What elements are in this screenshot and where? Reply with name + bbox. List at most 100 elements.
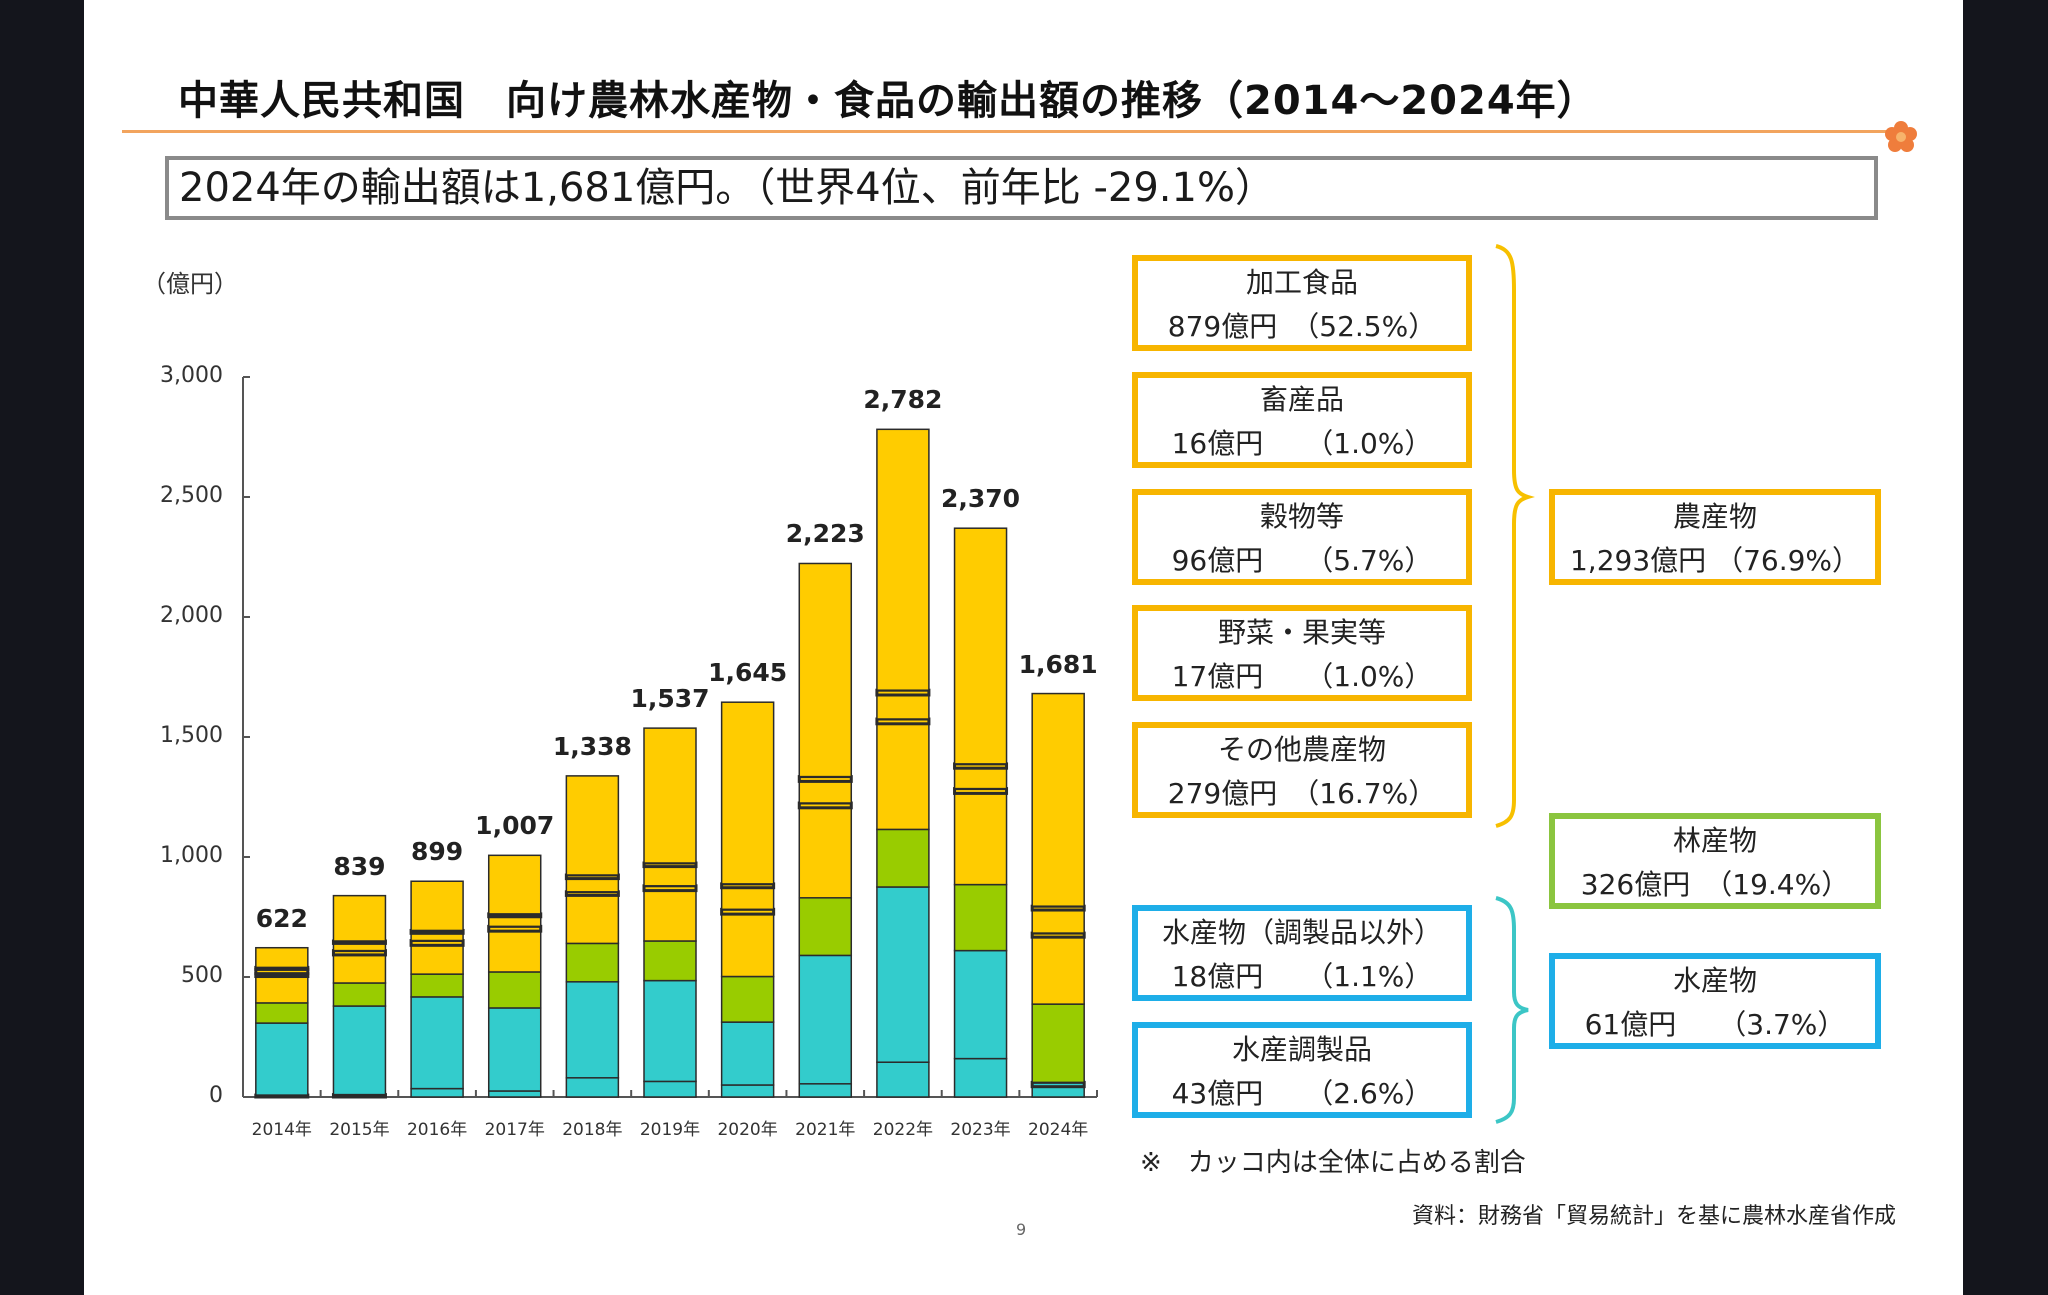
bar-segment — [410, 944, 464, 975]
x-tick-label: 2015年 — [329, 1120, 390, 1140]
box-fish-total: 水産物 61億円 （3.7%） — [1549, 953, 1881, 1049]
plum-blossom-icon — [1885, 121, 1917, 152]
box-share: （16.7%） — [1305, 777, 1437, 810]
box-value: 43億円 — [1171, 1077, 1264, 1110]
bar-segment — [953, 949, 1008, 1060]
box-share: （5.7%） — [1319, 544, 1433, 577]
page-number: 9 — [1016, 1220, 1027, 1239]
y-tick-label: 2,500 — [160, 483, 223, 508]
bar-segment — [487, 854, 542, 915]
bar-segment — [565, 981, 620, 1079]
x-tick-label: 2016年 — [406, 1120, 468, 1140]
box-value: 279億円 — [1167, 777, 1278, 810]
bar-segment — [720, 1021, 775, 1086]
x-tick-label: 2014年 — [251, 1120, 312, 1140]
slide — [84, 0, 1963, 1295]
source-credit: 資料：財務省「貿易統計」を基に農林水産省作成 — [1412, 1204, 1897, 1229]
y-tick-label: 1,500 — [160, 723, 223, 748]
x-tick-label: 2018年 — [562, 1120, 623, 1140]
y-tick-label: 0 — [209, 1083, 223, 1108]
bar-segment — [410, 996, 464, 1090]
bar-segment — [798, 954, 853, 1085]
bar-segment — [953, 1057, 1008, 1098]
bar-segment — [565, 942, 620, 983]
x-tick-label: 2017年 — [484, 1120, 545, 1140]
bar-total-label: 899 — [410, 837, 464, 867]
bar-segment — [643, 979, 697, 1083]
bar-total-label: 839 — [333, 851, 386, 881]
box-share: （1.0%） — [1319, 660, 1433, 693]
bar-segment — [953, 527, 1008, 765]
footnote: ※ カッコ内は全体に占める割合 — [1140, 1148, 1526, 1178]
box-share: （2.6%） — [1319, 1077, 1433, 1110]
box-value: 879億円 — [1167, 310, 1278, 343]
box-fish-non-prepared: 水産物（調製品以外） 18億円 （1.1%） — [1132, 905, 1472, 1001]
x-tick-label: 2020年 — [717, 1120, 778, 1140]
x-tick-label: 2021年 — [795, 1120, 856, 1140]
bar-segment — [643, 727, 697, 864]
bar-segment — [876, 723, 930, 831]
box-share: （1.0%） — [1319, 427, 1433, 460]
box-label: 農産物 — [1672, 500, 1757, 533]
bar-total-label: 1,645 — [708, 658, 788, 688]
y-tick-label: 1,000 — [160, 843, 223, 868]
bar-segment — [953, 792, 1008, 886]
bar-segment — [1031, 692, 1085, 907]
x-tick-label: 2022年 — [872, 1120, 934, 1140]
box-label: 畜産品 — [1259, 383, 1344, 416]
bar-segment — [876, 1061, 930, 1098]
box-share: （52.5%） — [1305, 310, 1437, 343]
bar-segment — [487, 930, 542, 973]
box-vegetables-fruits: 野菜・果実等 17億円 （1.0%） — [1132, 605, 1472, 701]
box-forest-total: 林産物 326億円 （19.4%） — [1549, 813, 1881, 909]
box-value: 18億円 — [1171, 960, 1264, 993]
y-tick-label: 2,000 — [160, 603, 223, 628]
bar-segment — [255, 975, 309, 1004]
bar-total-label: 1,338 — [552, 731, 632, 761]
bar-segment — [798, 807, 853, 899]
bar-segment — [255, 1022, 309, 1096]
bar-total-label: 1,681 — [1018, 649, 1098, 679]
y-axis-unit-label: （億円） — [142, 270, 238, 298]
bar-segment — [720, 701, 775, 885]
bar-segment — [332, 954, 387, 984]
bar-segment — [565, 775, 620, 876]
box-label: 林産物 — [1672, 824, 1757, 857]
box-value: 326億円 — [1580, 868, 1691, 901]
bar-segment — [1031, 1003, 1085, 1084]
bar-total-label: 1,537 — [630, 684, 710, 714]
box-livestock: 畜産品 16億円 （1.0%） — [1132, 372, 1472, 468]
bar-total-label: 2,370 — [940, 484, 1021, 514]
box-label: 加工食品 — [1245, 266, 1358, 299]
bar-total-label: 1,007 — [475, 811, 555, 841]
bar-segment — [720, 975, 775, 1023]
box-label: 水産物（調製品以外） — [1161, 916, 1442, 949]
x-tick-label: 2024年 — [1028, 1120, 1089, 1140]
slide-title: 中華人民共和国 向け農林水産物・食品の輸出額の推移（2014～2024年） — [178, 78, 1598, 124]
bar-segment — [720, 913, 775, 978]
box-share: （19.4%） — [1718, 868, 1850, 901]
box-value: 96億円 — [1171, 544, 1264, 577]
box-share: （76.9%） — [1715, 544, 1861, 577]
fish-brace — [1495, 896, 1529, 1124]
bar-segment — [255, 946, 309, 969]
bar-segment — [876, 694, 930, 720]
bar-segment — [410, 880, 464, 932]
box-label: 水産物 — [1672, 964, 1757, 997]
box-label: 水産調製品 — [1231, 1033, 1372, 1066]
box-value: 16億円 — [1171, 427, 1264, 460]
title-underline — [122, 130, 1887, 133]
box-agri-total: 農産物 1,293億円 （76.9%） — [1549, 489, 1881, 585]
box-label: その他農産物 — [1217, 733, 1386, 766]
box-prepared-fish: 水産調製品 43億円 （2.6%） — [1132, 1022, 1472, 1118]
bar-segment — [876, 428, 930, 691]
bar-segment — [798, 562, 853, 778]
box-value: 61億円 — [1584, 1008, 1677, 1041]
box-processed-food: 加工食品 879億円 （52.5%） — [1132, 255, 1472, 351]
bar-segment — [643, 940, 697, 982]
bar-segment — [332, 894, 387, 942]
agri-brace — [1495, 244, 1535, 828]
bar-segment — [643, 889, 697, 942]
box-label: 野菜・果実等 — [1217, 616, 1386, 649]
